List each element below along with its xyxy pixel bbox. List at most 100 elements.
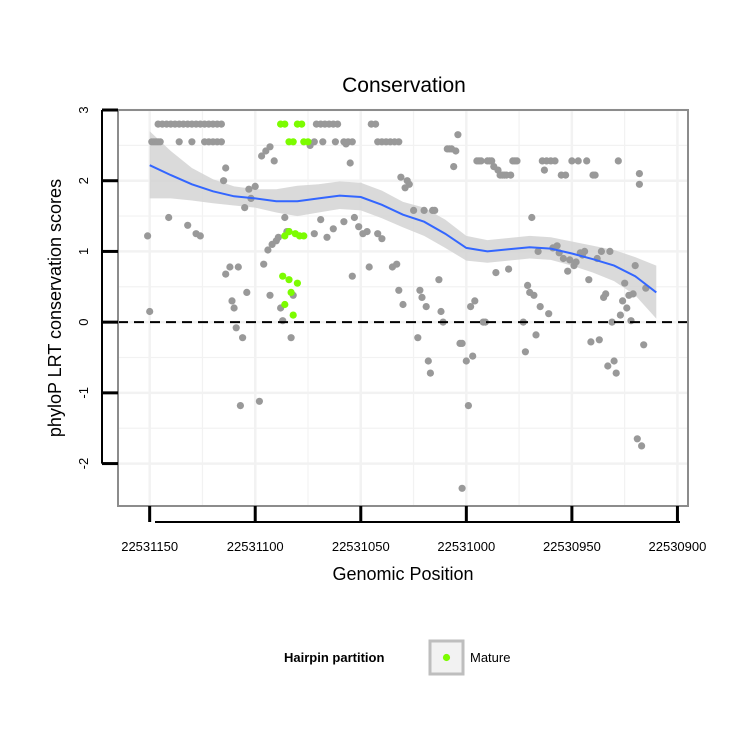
data-point	[266, 291, 274, 299]
panel-border	[117, 109, 689, 507]
data-point	[156, 138, 164, 146]
data-point	[234, 263, 242, 271]
mature-point	[281, 300, 289, 309]
data-point	[188, 138, 196, 146]
data-point	[236, 402, 244, 410]
data-point	[319, 138, 327, 146]
data-point	[591, 171, 599, 179]
data-point	[551, 157, 559, 165]
data-point	[581, 247, 589, 255]
mature-point	[289, 311, 297, 319]
data-point	[614, 157, 622, 165]
legend: Hairpin partition Mature	[284, 639, 510, 676]
data-point	[363, 228, 371, 236]
data-point	[220, 177, 228, 185]
data-point	[564, 267, 572, 275]
data-point	[559, 254, 568, 263]
data-point	[239, 334, 247, 342]
data-point	[264, 246, 272, 254]
data-point	[281, 213, 289, 222]
mature-point	[285, 276, 293, 284]
mature-point	[285, 228, 293, 236]
legend-key-mature	[442, 653, 451, 662]
data-point	[399, 300, 407, 309]
smooth-line	[149, 164, 657, 294]
data-point	[372, 120, 380, 128]
data-point	[334, 120, 342, 128]
confidence-ribbon	[149, 131, 657, 319]
data-point	[454, 131, 462, 139]
data-point	[640, 341, 648, 349]
data-point	[545, 310, 553, 318]
data-point	[536, 303, 544, 311]
data-point	[477, 157, 485, 165]
data-point	[226, 263, 234, 271]
data-point	[635, 170, 644, 178]
data-point	[323, 233, 331, 241]
x-axis: 22531150 22531100 22531050 22531000 22530950…	[121, 506, 706, 554]
data-point	[245, 185, 253, 193]
mature-point	[304, 138, 312, 146]
data-point	[426, 369, 434, 377]
data-point	[378, 235, 386, 243]
data-point	[365, 263, 373, 271]
data-point	[467, 303, 475, 311]
data-point	[222, 270, 230, 278]
data-point	[241, 204, 249, 212]
data-point	[222, 164, 230, 172]
data-point	[513, 157, 521, 165]
data-point	[553, 242, 561, 250]
data-point	[310, 230, 318, 238]
data-point	[534, 247, 542, 255]
x-tick-label: 22531150	[121, 539, 178, 554]
data-point	[217, 120, 225, 128]
data-point	[616, 311, 625, 319]
data-point	[146, 307, 154, 316]
mature-point	[298, 120, 306, 128]
data-point	[279, 317, 287, 325]
data-point	[329, 225, 337, 233]
data-point	[350, 213, 358, 222]
data-point	[416, 286, 424, 294]
data-point	[420, 206, 428, 214]
data-point	[395, 138, 403, 146]
y-axis-title: phyloP LRT conservation scores	[45, 179, 65, 437]
data-point	[414, 334, 422, 342]
y-tick-label: 1	[76, 248, 91, 255]
data-point	[374, 230, 382, 238]
data-point	[521, 348, 530, 356]
data-point	[175, 138, 183, 146]
data-point	[464, 402, 472, 410]
x-tick-label: 22530900	[649, 539, 707, 554]
data-point	[217, 138, 225, 146]
data-point	[230, 304, 238, 312]
data-point	[585, 276, 593, 284]
data-point	[243, 288, 251, 296]
mature-point	[287, 288, 295, 296]
data-point	[397, 173, 405, 181]
data-point	[287, 334, 295, 342]
x-tick-label: 22531000	[437, 539, 495, 554]
mature-point	[289, 138, 297, 146]
data-point	[587, 338, 595, 346]
data-point	[258, 152, 266, 160]
data-point	[274, 233, 282, 241]
data-point	[610, 357, 618, 365]
data-point	[255, 397, 263, 405]
data-point	[458, 484, 466, 492]
data-point	[524, 281, 532, 289]
data-point	[431, 206, 439, 214]
data-point	[317, 216, 325, 224]
data-point	[346, 159, 354, 167]
mature-point	[293, 279, 301, 287]
data-point	[270, 157, 278, 165]
data-point	[437, 307, 445, 316]
y-tick-label: 3	[76, 106, 91, 113]
data-point	[184, 221, 192, 229]
data-point	[629, 290, 637, 298]
data-point	[608, 318, 616, 326]
data-point	[492, 269, 500, 277]
data-point	[505, 265, 513, 273]
x-tick-label: 22530950	[543, 539, 601, 554]
